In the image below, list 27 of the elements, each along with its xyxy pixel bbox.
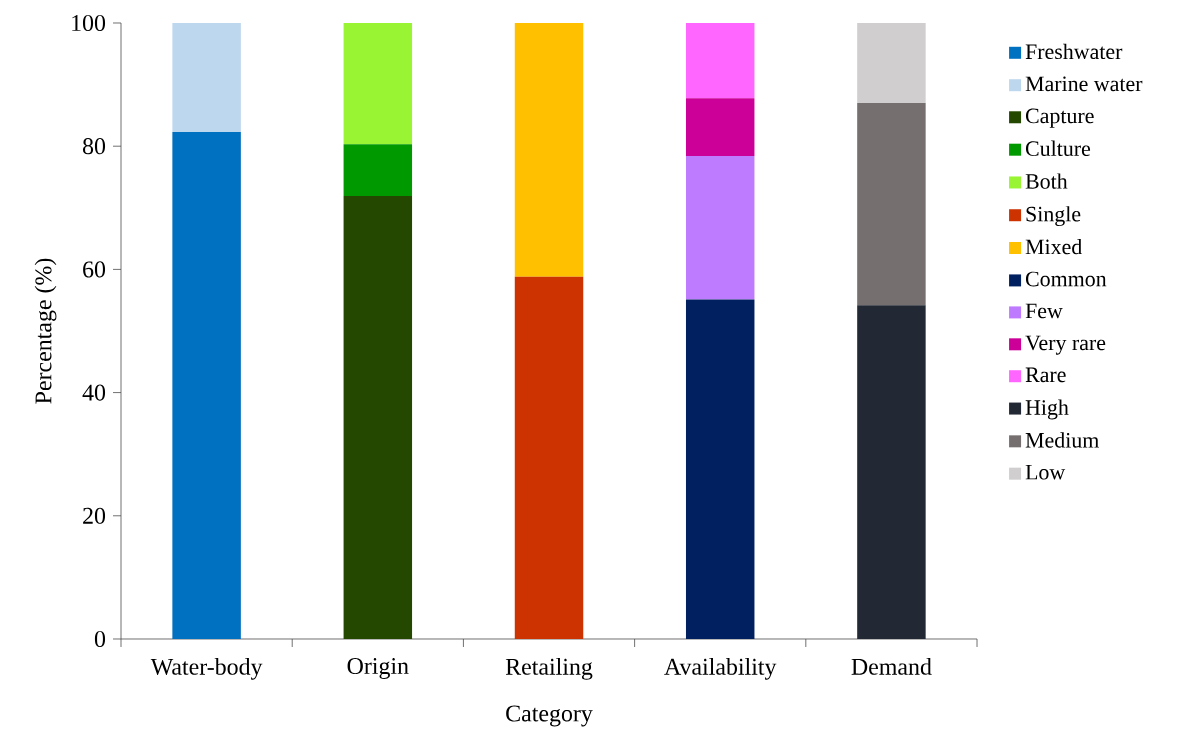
y-tick-label: 40 xyxy=(82,384,106,401)
y-tick-label: 100 xyxy=(72,14,106,32)
legend-label: Both xyxy=(1025,173,1068,189)
x-tick-label: Demand xyxy=(851,658,932,675)
legend-label: Capture xyxy=(1025,108,1094,128)
legend-label: Common xyxy=(1025,271,1107,287)
y-tick-label: 80 xyxy=(82,138,106,155)
x-tick-label: Availability xyxy=(664,658,777,680)
legend-label: Low xyxy=(1025,465,1066,480)
legend-label: Marine water xyxy=(1025,76,1143,92)
x-tick-label: Retailing xyxy=(505,658,593,680)
legend-label: Freshwater xyxy=(1025,43,1123,60)
y-axis-title: Percentage (%) xyxy=(34,258,57,404)
y-tick-label: 60 xyxy=(83,261,106,278)
legend-label: Single xyxy=(1026,206,1081,227)
y-tick-label: 20 xyxy=(83,507,106,524)
legend-label: Rare xyxy=(1025,367,1066,383)
legend-label: Few xyxy=(1025,303,1063,319)
y-tick-label: 0 xyxy=(94,630,106,648)
legend-label: High xyxy=(1025,399,1069,420)
x-tick-label: Water-body xyxy=(150,658,263,680)
legend-label: Mixed xyxy=(1025,238,1083,255)
legend-label: Culture xyxy=(1025,140,1091,157)
legend-label: Medium xyxy=(1025,432,1099,448)
x-tick-label: Origin xyxy=(347,658,409,680)
x-axis-title: Category xyxy=(506,705,593,727)
legend-label: Very rare xyxy=(1025,335,1106,355)
